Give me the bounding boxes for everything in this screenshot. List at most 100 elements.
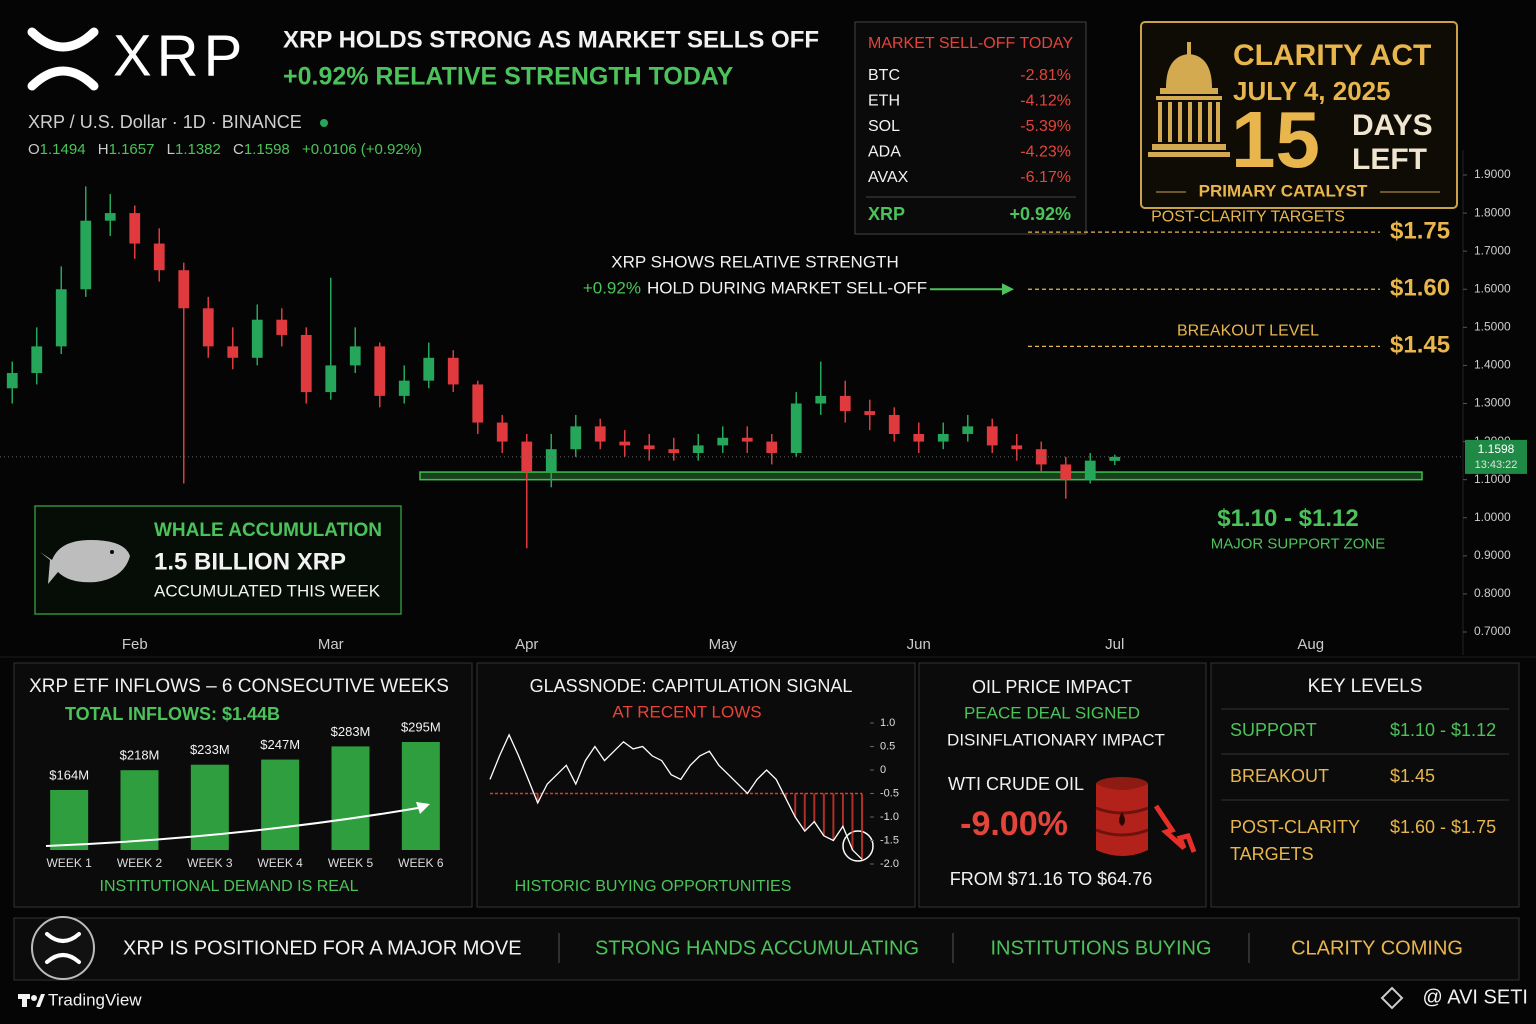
ohlc-value: 1.1598 [244,141,290,158]
x-tick-label: Mar [318,636,344,653]
key-level-value: $1.10 - $1.12 [1390,720,1496,740]
bar-value-label: $295M [401,719,441,734]
y-tick-label: 1.7000 [1474,243,1511,257]
candle-body [251,319,263,358]
market-row-value: -5.39% [1020,118,1071,135]
y-tick-label: 1.1000 [1474,472,1511,486]
clarity-caption: PRIMARY CATALYST [1199,181,1368,200]
support-zone-label: $1.10 - $1.12 [1217,505,1358,532]
whale-amount: 1.5 BILLION XRP [154,548,346,575]
market-row-name: AVAX [868,169,909,186]
candle-body [6,373,18,389]
y-tick-label: 1.3000 [1474,396,1511,410]
y-tick-label: 1.4000 [1474,358,1511,372]
candle-body [962,426,974,434]
candle-body [325,365,337,393]
key-level-label: SUPPORT [1230,720,1317,740]
ohlc-label: O [28,141,40,158]
footer-item: CLARITY COMING [1291,937,1463,959]
y-tick-label: 0.8000 [1474,586,1511,600]
x-tick-label: Jun [907,636,931,653]
market-row-value: -6.17% [1020,169,1071,186]
market-table-title: MARKET SELL-OFF TODAY [868,35,1073,52]
x-tick-label: May [709,636,738,653]
candle-body [1035,449,1047,465]
candle-body [790,403,802,454]
y-tick-label: 1.0000 [1474,510,1511,524]
ohlc-line: O1.1494 H1.1657 L1.1382 C1.1598 +0.0106 … [28,141,422,158]
footer-logo [31,916,95,980]
y-tick-label: 0.7000 [1474,624,1511,638]
x-tick-label: WEEK 4 [257,856,303,870]
y-tick-label: -1.5 [880,834,899,846]
x-tick-label: Jul [1105,636,1124,653]
candle-body [913,433,925,442]
x-tick-label: Apr [515,636,538,653]
candle-body [668,449,680,454]
capitol-icon [1148,42,1230,157]
ohlc-label: H [98,141,109,158]
x-tick-label: WEEK 5 [328,856,374,870]
oil-line: PEACE DEAL SIGNED [964,703,1140,722]
glassnode-title: GLASSNODE: CAPITULATION SIGNAL [530,676,853,696]
credit-icon [1380,986,1404,1010]
days-unit: LEFT [1352,143,1427,176]
level-label: $1.45 [1390,332,1450,359]
y-tick-label: 1.9000 [1474,167,1511,181]
candle-body [1011,445,1023,450]
glassnode-panel [476,662,916,908]
candle-body [104,213,116,221]
bar-value-label: $283M [331,724,371,739]
candle-body [570,426,582,450]
candle-body [594,426,606,442]
xrp-logo-icon [27,27,99,91]
etf-subtitle: TOTAL INFLOWS: $1.44B [65,704,280,724]
candle-body [741,437,753,442]
whale-caption: ACCUMULATED THIS WEEK [154,581,381,600]
trend-arrow [45,807,419,847]
market-row-name: SOL [868,118,900,135]
candle-body [839,395,851,412]
y-tick-label: 1.5000 [1474,320,1511,334]
candle-body [692,445,704,454]
last-price-tag [1465,439,1527,474]
signal-line [489,733,863,860]
oil-detail: FROM $71.16 TO $64.76 [950,869,1152,889]
brand: TradingView [48,990,142,1009]
oil-barrel-icon [1095,777,1149,856]
bar-value-label: $218M [120,748,160,763]
support-zone-caption: MAJOR SUPPORT ZONE [1211,536,1385,553]
level-caption: POST-CLARITY TARGETS [1151,208,1345,225]
x-tick-label: WEEK 2 [117,856,163,870]
y-tick-label: -1.0 [880,811,899,823]
etf-footer: INSTITUTIONAL DEMAND IS REAL [100,878,359,895]
candle-body [178,270,190,309]
candle-body [80,220,92,290]
footer-logo-mark [45,932,81,964]
etf-panel [13,662,473,908]
bar-value-label: $233M [190,742,230,757]
level-label: $1.75 [1390,217,1450,244]
candle-body [717,437,729,446]
bar-value-label: $164M [49,767,89,782]
candle-body [447,357,459,385]
candle-body [1060,464,1072,480]
candle-body [864,411,876,415]
candle-body [202,308,214,347]
candle-body [31,346,43,374]
market-row-value: -4.12% [1020,93,1071,110]
annotation-text: HOLD DURING MARKET SELL-OFF [647,279,927,298]
y-tick-label: -2.0 [880,858,899,870]
candle-body [619,441,631,446]
candle-body [129,213,141,244]
live-dot [320,119,328,127]
logo-text: XRP [113,23,247,88]
key-level-label: POST-CLARITY TARGETS [1230,817,1360,864]
bar [401,742,440,850]
key-levels-panel [1210,662,1520,908]
bar-value-label: $247M [260,737,300,752]
highlight-circle [842,830,874,862]
y-tick-label: 0.9000 [1474,548,1511,562]
level-label: $1.60 [1390,275,1450,302]
